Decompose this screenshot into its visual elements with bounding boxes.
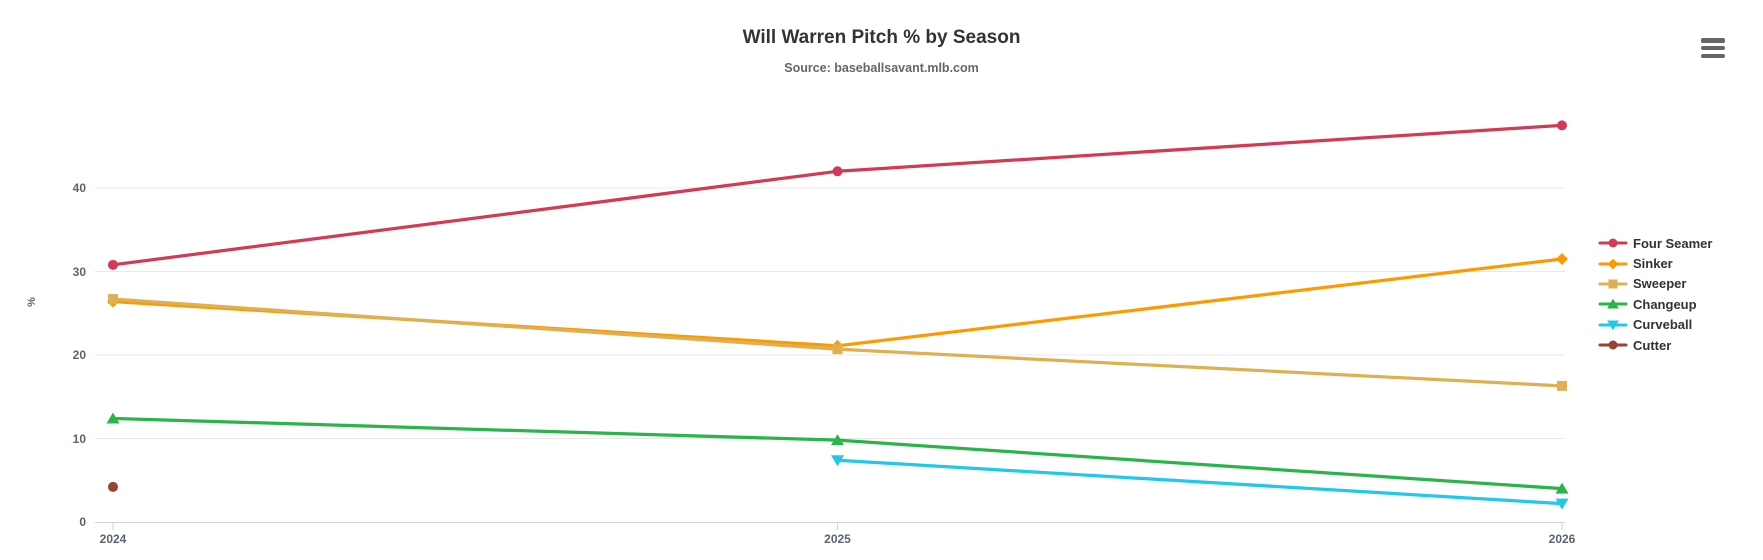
legend-marker-triangle-down-icon [1598, 320, 1628, 331]
x-axis-label: 2026 [1548, 532, 1576, 546]
data-point-changeup-2025[interactable] [831, 434, 844, 446]
hamburger-bar [1701, 53, 1725, 58]
data-point-four-seamer-2025[interactable] [832, 166, 843, 177]
legend-item-sweeper[interactable]: Sweeper [1598, 274, 1712, 294]
legend-symbol [1607, 320, 1619, 331]
data-point-changeup-2024[interactable] [106, 412, 120, 424]
data-point-cutter-2024[interactable] [108, 481, 118, 492]
legend-label: Changeup [1633, 296, 1697, 312]
legend-marker-square-icon [1598, 279, 1628, 289]
chart-title: Will Warren Pitch % by Season [742, 27, 1021, 48]
data-point-sweeper-2026[interactable] [1557, 380, 1567, 391]
hamburger-bar [1701, 38, 1725, 43]
data-point-four-seamer-2024[interactable] [108, 259, 118, 270]
hamburger-bar [1701, 45, 1725, 51]
legend-item-changeup[interactable]: Changeup [1598, 294, 1712, 314]
y-axis-label: 0 [79, 515, 86, 529]
x-axis-label: 2025 [824, 532, 851, 546]
legend-label: Curveball [1633, 317, 1693, 333]
chart-subtitle: Source: baseballsavant.mlb.com [784, 61, 979, 75]
series-line-curveball [835, 458, 1564, 506]
x-axis-label: 2024 [99, 532, 127, 546]
y-axis-label: 10 [72, 431, 86, 446]
legend-symbol [1608, 279, 1618, 289]
legend-item-cutter[interactable]: Cutter [1598, 335, 1712, 355]
data-point-sinker-2026[interactable] [1556, 252, 1568, 265]
legend-label: Sweeper [1633, 276, 1687, 292]
legend-symbol [1607, 258, 1619, 269]
legend-label: Four Seamer [1633, 235, 1713, 251]
legend-symbol [1607, 298, 1619, 309]
legend-marker-diamond-icon [1598, 258, 1628, 269]
y-axis-label: 20 [72, 348, 86, 362]
legend-label: Cutter [1633, 337, 1672, 353]
series-line-four-seamer [111, 123, 1564, 267]
legend-item-four-seamer[interactable]: Four Seamer [1598, 233, 1712, 253]
legend-item-curveball[interactable]: Curveball [1598, 315, 1712, 335]
y-axis-label: 30 [72, 264, 86, 279]
data-point-sweeper-2025[interactable] [832, 344, 843, 355]
y-axis-label: 40 [72, 181, 86, 195]
data-point-sweeper-2024[interactable] [108, 294, 118, 305]
legend-symbol [1608, 340, 1618, 350]
legend-label: Sinker [1633, 256, 1673, 272]
legend: Four Seamer Sinker Sweeper Changeup Curvebal… [1598, 233, 1712, 355]
legend-symbol [1608, 238, 1618, 248]
data-point-curveball-2026[interactable] [1555, 498, 1569, 510]
legend-marker-triangle-up-icon [1598, 298, 1628, 309]
series-line-sinker [111, 257, 1564, 348]
data-point-four-seamer-2026[interactable] [1557, 120, 1567, 131]
data-point-changeup-2026[interactable] [1555, 482, 1569, 494]
legend-item-sinker[interactable]: Sinker [1598, 253, 1712, 273]
series-line-changeup [111, 416, 1564, 491]
legend-marker-circle-icon [1598, 340, 1628, 350]
hamburger-menu-icon[interactable] [1701, 38, 1727, 58]
legend-marker-circle-icon [1598, 238, 1628, 248]
data-point-curveball-2025[interactable] [831, 455, 844, 467]
